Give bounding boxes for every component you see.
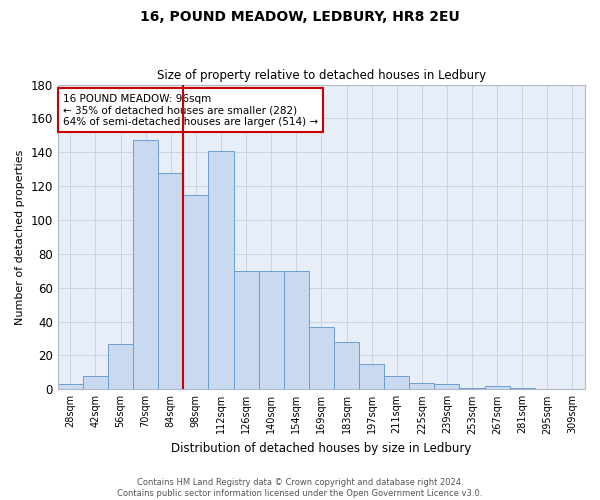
- Bar: [208, 150, 233, 390]
- Bar: [259, 271, 284, 390]
- Text: 16 POUND MEADOW: 96sqm
← 35% of detached houses are smaller (282)
64% of semi-de: 16 POUND MEADOW: 96sqm ← 35% of detached…: [63, 94, 318, 127]
- Bar: [509, 388, 535, 390]
- Bar: [485, 386, 509, 390]
- Bar: [359, 364, 384, 390]
- Bar: [334, 342, 359, 390]
- Bar: [133, 140, 158, 390]
- Bar: [58, 384, 83, 390]
- Bar: [284, 271, 309, 390]
- Bar: [309, 326, 334, 390]
- Text: 16, POUND MEADOW, LEDBURY, HR8 2EU: 16, POUND MEADOW, LEDBURY, HR8 2EU: [140, 10, 460, 24]
- Y-axis label: Number of detached properties: Number of detached properties: [15, 149, 25, 324]
- Bar: [184, 194, 208, 390]
- Title: Size of property relative to detached houses in Ledbury: Size of property relative to detached ho…: [157, 69, 486, 82]
- Bar: [233, 271, 259, 390]
- Bar: [409, 382, 434, 390]
- Bar: [460, 388, 485, 390]
- Text: Contains HM Land Registry data © Crown copyright and database right 2024.
Contai: Contains HM Land Registry data © Crown c…: [118, 478, 482, 498]
- Bar: [83, 376, 108, 390]
- Bar: [158, 172, 184, 390]
- Bar: [384, 376, 409, 390]
- Bar: [108, 344, 133, 390]
- X-axis label: Distribution of detached houses by size in Ledbury: Distribution of detached houses by size …: [171, 442, 472, 455]
- Bar: [434, 384, 460, 390]
